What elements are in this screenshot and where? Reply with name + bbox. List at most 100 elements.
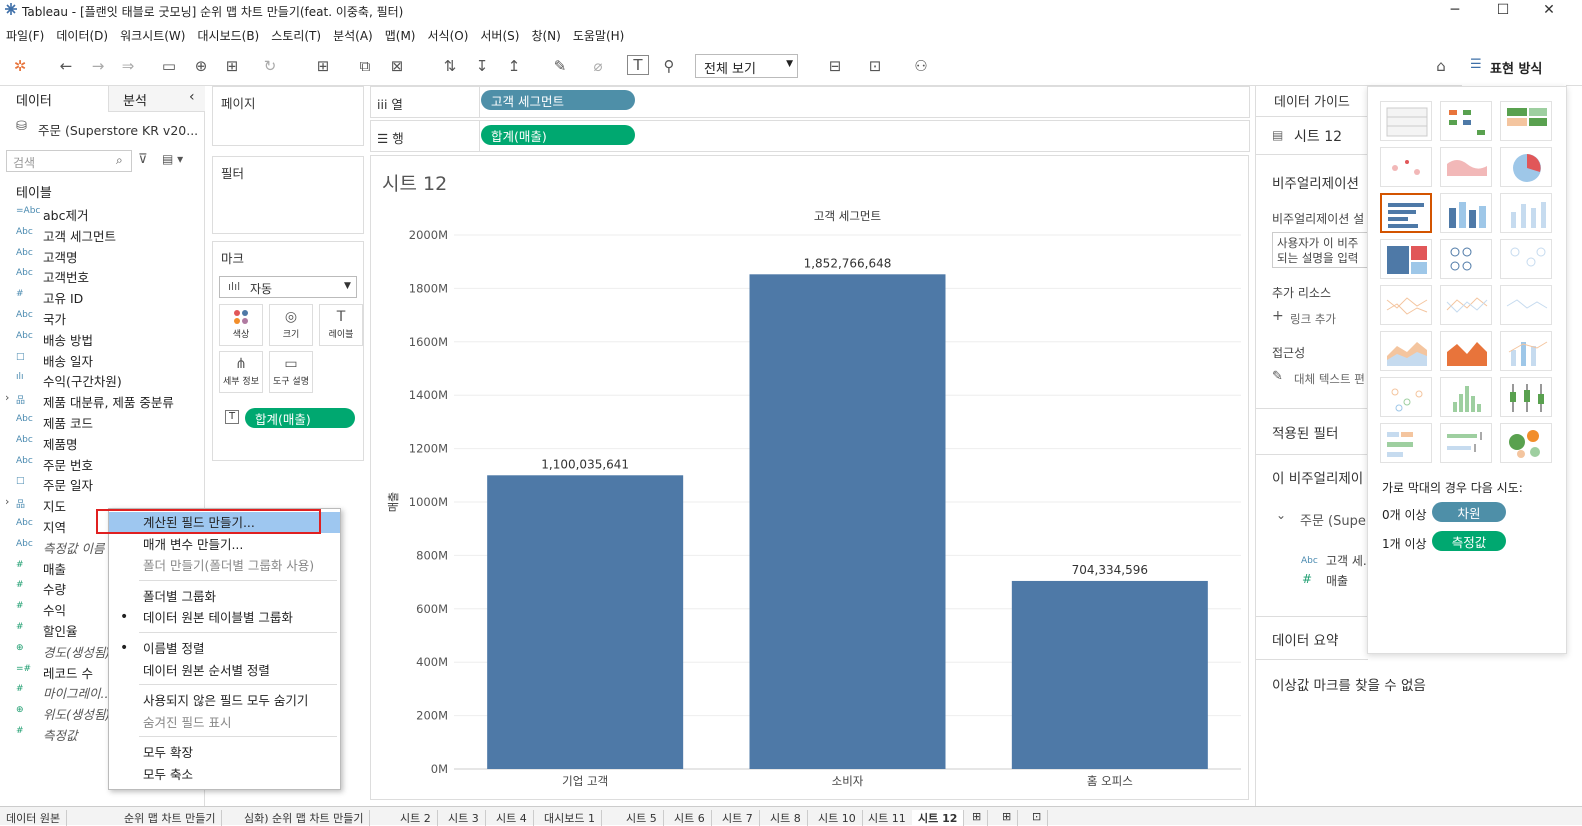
mark-color-button[interactable]: 색상 <box>219 304 263 346</box>
sort-descending-icon[interactable]: ↥ <box>507 57 521 75</box>
field-item[interactable]: # 고유 ID <box>0 286 200 306</box>
showme-button[interactable]: ☰ 표현 방식 <box>1462 48 1566 86</box>
sheet-tab[interactable]: 시트 10 <box>812 810 863 826</box>
search-input[interactable]: 검색 ⌕ <box>6 150 132 172</box>
replay-icon[interactable]: ⇒ <box>121 57 135 75</box>
context-menu-item[interactable]: 계산된 필드 만들기... <box>109 512 340 533</box>
sheet-tab[interactable]: 시트 7 <box>716 810 760 826</box>
bar[interactable] <box>1011 580 1208 769</box>
chart-type-thumb[interactable] <box>1440 147 1492 187</box>
chart-type-thumb[interactable] <box>1380 147 1432 187</box>
columns-shelf[interactable]: iii 열 고객 세그먼트 <box>370 86 1250 118</box>
duplicate-sheet-icon[interactable]: ⧉ <box>359 57 371 75</box>
context-menu-item[interactable]: 모두 확장 <box>109 742 340 763</box>
fit-view-select[interactable]: 전체 보기 ▼ <box>695 54 798 78</box>
chevron-down-icon[interactable]: ⌄ <box>1276 508 1287 522</box>
tab-analysis[interactable]: 분석 ‹ <box>108 86 205 112</box>
tableau-start-icon[interactable]: ✲ <box>13 57 27 75</box>
chart-type-thumb[interactable] <box>1500 285 1552 325</box>
field-item[interactable]: › 品 제품 대분류, 제품 중분류 <box>0 390 200 410</box>
fix-axes-icon[interactable]: ⚲ <box>663 57 675 75</box>
filter-fields-icon[interactable]: ⊽ <box>138 152 148 167</box>
mark-size-button[interactable]: ◎ 크기 <box>269 304 313 346</box>
menu-item[interactable]: 분석(A) <box>333 29 373 43</box>
menu-item[interactable]: 서버(S) <box>480 29 520 43</box>
save-icon[interactable]: ▭ <box>161 57 177 75</box>
menu-item[interactable]: 워크시트(W) <box>120 29 186 43</box>
field-item[interactable]: ılı 수익(구간차원) <box>0 369 200 389</box>
sheet-tab[interactable]: 시트 2 <box>394 810 438 826</box>
close-button[interactable]: ✕ <box>1543 2 1555 18</box>
sheet-tab[interactable]: 시트 3 <box>442 810 486 826</box>
rows-sales-pill[interactable]: 합계(매출) <box>481 125 635 145</box>
field-item[interactable]: ⊕ 위도(생성됨) <box>0 702 200 722</box>
field-item[interactable]: Abc 배송 방법 <box>0 328 200 348</box>
field-item[interactable]: ⊕ 경도(생성됨) <box>0 640 200 660</box>
sheet-tab[interactable]: 대시보드 1 <box>538 810 602 826</box>
field-item[interactable]: =Abc abc제거 <box>0 203 200 223</box>
show-cards-icon[interactable]: ⊟ <box>828 57 842 75</box>
add-link-button[interactable]: 링크 추가 <box>1290 312 1336 326</box>
chart-type-thumb[interactable] <box>1500 147 1552 187</box>
presentation-icon[interactable]: ⊡ <box>868 57 882 75</box>
mark-label-button[interactable]: T 레이블 <box>319 304 363 346</box>
chart-type-thumb[interactable] <box>1500 101 1552 141</box>
swap-axes-icon[interactable]: ⇅ <box>443 57 457 75</box>
sheet-tab[interactable]: 순위 맵 차트 만들기 <box>118 810 223 826</box>
menu-item[interactable]: 도움말(H) <box>572 29 625 43</box>
marks-sales-pill[interactable]: 합계(매출) <box>245 408 355 428</box>
expand-icon[interactable]: › <box>5 391 10 405</box>
field-item[interactable]: □ 주문 일자 <box>0 473 200 493</box>
view-options-icon[interactable]: ▤ ▾ <box>162 152 184 166</box>
mark-type-select[interactable]: ılıl 자동 ▼ <box>219 276 357 298</box>
format-brush-icon[interactable]: ⌂ <box>1436 57 1446 75</box>
rows-shelf[interactable]: ☰ 행 합계(매출) <box>370 120 1250 152</box>
chart-type-thumb[interactable] <box>1440 239 1492 279</box>
context-menu-item[interactable]: 데이터 원본 순서별 정렬 <box>109 660 340 681</box>
field-item[interactable]: Abc 주문 번호 <box>0 453 200 473</box>
chart-type-thumb[interactable] <box>1440 331 1492 371</box>
chart-type-thumb[interactable] <box>1380 285 1432 325</box>
context-menu-item[interactable]: 매개 변수 만들기... <box>109 534 340 555</box>
chart-type-thumb[interactable] <box>1380 193 1432 233</box>
sheet-tab[interactable]: 시트 12 <box>912 810 965 826</box>
pages-card[interactable]: 페이지 <box>212 86 364 146</box>
sheet-tab[interactable]: 시트 4 <box>490 810 534 826</box>
expand-icon[interactable]: › <box>5 495 10 509</box>
chart-type-thumb[interactable] <box>1380 239 1432 279</box>
new-story-tab-icon[interactable]: ⊡ <box>1026 810 1049 826</box>
field-item[interactable]: › 品 지도 <box>0 494 200 514</box>
new-datasource-icon[interactable]: ⊕ <box>194 57 208 75</box>
mark-detail-button[interactable]: ⋔ 세부 정보 <box>219 351 263 393</box>
chart-type-thumb[interactable] <box>1440 377 1492 417</box>
field-item[interactable]: =# 레코드 수 <box>0 661 200 681</box>
pause-updates-icon[interactable]: ⊞ <box>225 57 239 75</box>
context-menu-item[interactable]: • 이름별 정렬 <box>109 638 340 659</box>
sheet-tab[interactable]: 시트 6 <box>668 810 712 826</box>
clear-sheet-icon[interactable]: ⊠ <box>390 57 404 75</box>
chart-type-thumb[interactable] <box>1440 101 1492 141</box>
context-menu-item[interactable]: • 데이터 원본 테이블별 그룹화 <box>109 607 340 628</box>
field-item[interactable]: Abc 지역 <box>0 515 200 535</box>
context-menu-item[interactable]: 모두 축소 <box>109 764 340 785</box>
share-icon[interactable]: ⚇ <box>914 57 928 75</box>
columns-segment-pill[interactable]: 고객 세그먼트 <box>481 90 635 110</box>
chart-type-thumb[interactable] <box>1500 331 1552 371</box>
chart-type-thumb[interactable] <box>1380 423 1432 463</box>
maximize-button[interactable]: ☐ <box>1496 2 1510 18</box>
filters-card[interactable]: 필터 <box>212 156 364 234</box>
field-item[interactable]: # 매출 <box>0 557 200 577</box>
menu-item[interactable]: 스토리(T) <box>271 29 322 43</box>
field-item[interactable]: # 마이그레이... <box>0 681 200 701</box>
field-item[interactable]: # 수량 <box>0 577 200 597</box>
viz-description-input[interactable]: 사용자가 이 비주 되는 설명을 입력 <box>1272 232 1368 268</box>
menu-item[interactable]: 창(N) <box>531 29 561 43</box>
field-item[interactable]: Abc 제품명 <box>0 432 200 452</box>
group-icon[interactable]: ⌀ <box>593 57 603 75</box>
field-item[interactable]: # 수익 <box>0 598 200 618</box>
field-item[interactable]: Abc 고객번호 <box>0 265 200 285</box>
new-sheet-icon[interactable]: ⊞ <box>316 57 330 75</box>
menu-item[interactable]: 맵(M) <box>384 29 416 43</box>
context-menu-item[interactable]: 폴더별 그룹화 <box>109 586 340 607</box>
chart-type-thumb[interactable] <box>1380 331 1432 371</box>
